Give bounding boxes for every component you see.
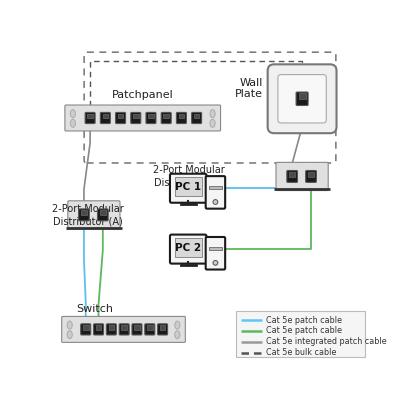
Circle shape — [213, 200, 218, 204]
FancyBboxPatch shape — [68, 201, 120, 229]
Bar — [147, 325, 153, 329]
Bar — [96, 325, 102, 329]
FancyBboxPatch shape — [79, 209, 89, 221]
FancyBboxPatch shape — [306, 171, 316, 182]
Text: Wall
Plate: Wall Plate — [235, 77, 263, 99]
FancyBboxPatch shape — [206, 176, 225, 209]
Bar — [148, 114, 154, 118]
FancyBboxPatch shape — [176, 112, 186, 124]
FancyBboxPatch shape — [170, 174, 206, 203]
Bar — [178, 114, 184, 118]
Text: 2-Port Modular
Distributor (B): 2-Port Modular Distributor (B) — [153, 165, 224, 188]
Text: Cat 5e bulk cable: Cat 5e bulk cable — [266, 348, 337, 357]
FancyBboxPatch shape — [119, 324, 129, 335]
Bar — [299, 93, 306, 99]
FancyBboxPatch shape — [158, 324, 168, 335]
Text: Patchpanel: Patchpanel — [112, 89, 173, 99]
Text: Cat 5e patch cable: Cat 5e patch cable — [266, 316, 342, 324]
Bar — [109, 325, 114, 329]
Bar — [160, 325, 166, 329]
Ellipse shape — [67, 331, 72, 339]
FancyBboxPatch shape — [267, 64, 337, 133]
FancyBboxPatch shape — [276, 162, 328, 191]
FancyBboxPatch shape — [132, 324, 142, 335]
Text: PC 1: PC 1 — [175, 182, 201, 192]
Bar — [133, 114, 139, 118]
Ellipse shape — [67, 321, 72, 329]
FancyBboxPatch shape — [100, 112, 110, 124]
Bar — [289, 172, 295, 177]
Bar — [194, 114, 199, 118]
Bar — [102, 114, 108, 118]
FancyBboxPatch shape — [62, 317, 186, 342]
FancyBboxPatch shape — [170, 235, 206, 264]
Ellipse shape — [70, 110, 75, 118]
Bar — [163, 114, 169, 118]
Text: Cat 5e patch cable: Cat 5e patch cable — [266, 327, 342, 335]
Bar — [81, 210, 87, 215]
FancyBboxPatch shape — [192, 112, 202, 124]
FancyBboxPatch shape — [97, 209, 108, 221]
Circle shape — [213, 260, 218, 265]
Bar — [308, 172, 314, 177]
Bar — [83, 325, 89, 329]
FancyBboxPatch shape — [296, 92, 308, 106]
FancyBboxPatch shape — [287, 171, 297, 182]
Bar — [175, 177, 202, 196]
FancyBboxPatch shape — [146, 112, 156, 124]
Text: PC 2: PC 2 — [175, 243, 201, 253]
FancyBboxPatch shape — [81, 324, 91, 335]
FancyBboxPatch shape — [206, 237, 225, 270]
FancyBboxPatch shape — [278, 74, 326, 123]
Bar — [87, 114, 93, 118]
FancyBboxPatch shape — [94, 324, 104, 335]
FancyBboxPatch shape — [85, 112, 95, 124]
Text: Switch: Switch — [76, 304, 113, 314]
FancyBboxPatch shape — [65, 105, 220, 131]
FancyBboxPatch shape — [145, 324, 155, 335]
FancyBboxPatch shape — [131, 112, 141, 124]
Ellipse shape — [175, 321, 180, 329]
Bar — [118, 114, 124, 118]
Bar — [100, 210, 106, 215]
Text: Cat 5e integrated patch cable: Cat 5e integrated patch cable — [266, 337, 387, 346]
Bar — [134, 325, 140, 329]
FancyBboxPatch shape — [106, 324, 116, 335]
FancyBboxPatch shape — [161, 112, 171, 124]
Ellipse shape — [70, 119, 75, 127]
Ellipse shape — [210, 119, 215, 127]
FancyBboxPatch shape — [235, 311, 365, 357]
Text: 2-Port Modular
Distributor (A): 2-Port Modular Distributor (A) — [52, 204, 124, 226]
FancyBboxPatch shape — [116, 112, 126, 124]
Ellipse shape — [175, 331, 180, 339]
Bar — [121, 325, 127, 329]
Bar — [209, 247, 222, 250]
Ellipse shape — [210, 110, 215, 118]
Bar — [209, 186, 222, 189]
Bar — [175, 238, 202, 257]
